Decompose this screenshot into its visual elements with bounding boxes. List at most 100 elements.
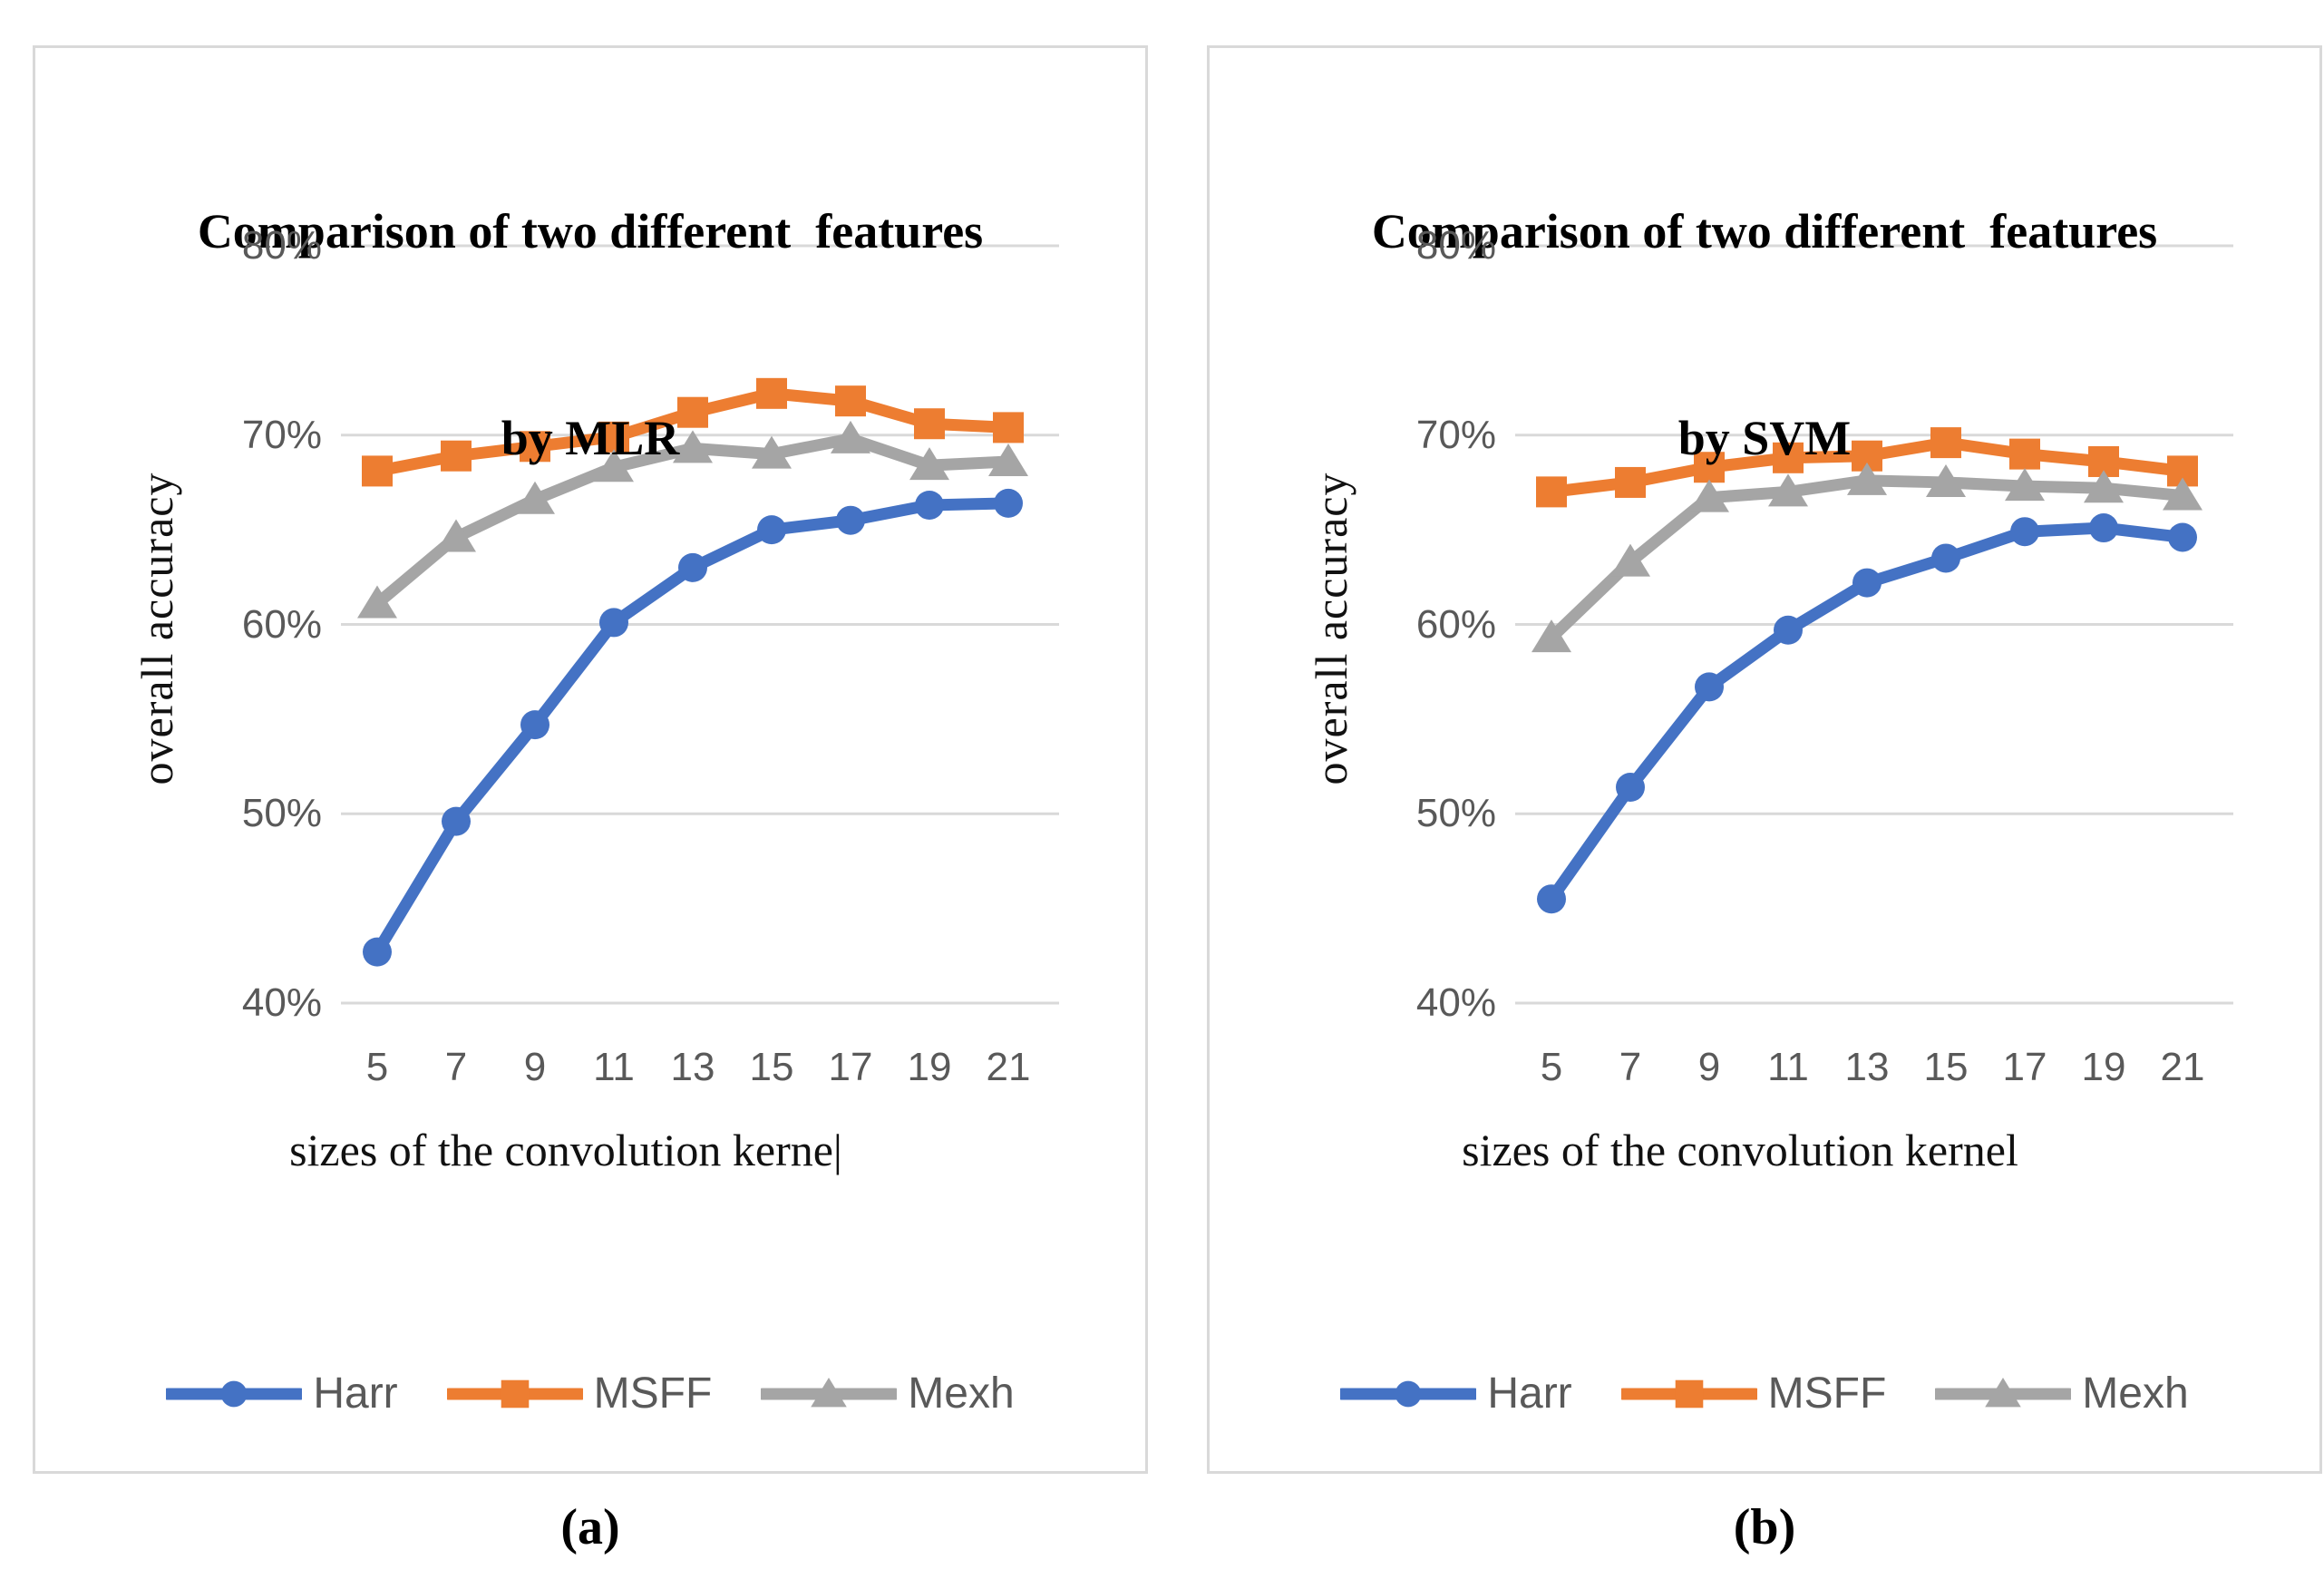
- legend-item-harr: Harr: [166, 1369, 398, 1418]
- chart-title-line1: Comparison of two different features: [1371, 204, 2158, 258]
- marker-triangle-mexh: [1926, 463, 1966, 497]
- marker-square-msff: [993, 412, 1024, 443]
- marker-circle-harr: [994, 488, 1023, 518]
- marker-square-msff: [835, 385, 866, 417]
- x-tick-label: 21: [986, 1045, 1031, 1089]
- marker-circle-harr: [678, 552, 707, 582]
- marker-square-msff: [1694, 452, 1725, 483]
- x-tick-label: 17: [828, 1045, 873, 1089]
- x-tick-label: 5: [1540, 1045, 1563, 1089]
- y-tick-label: 50%: [241, 791, 322, 836]
- marker-triangle-mexh: [752, 435, 792, 469]
- plot-area-mlr: [341, 244, 1059, 1005]
- marker-square-msff: [677, 396, 708, 428]
- marker-square-msff: [1773, 442, 1804, 473]
- marker-circle-harr: [1774, 615, 1803, 645]
- marker-triangle-mexh: [1689, 479, 1729, 512]
- x-tick-label: 13: [1844, 1045, 1890, 1089]
- y-tick-label: 50%: [1415, 791, 1496, 836]
- x-tick-label: 17: [2002, 1045, 2047, 1089]
- marker-square-msff: [1615, 466, 1646, 498]
- marker-square-msff: [362, 455, 393, 487]
- legend-circle-swatch: [1340, 1380, 1477, 1408]
- chart-title-line1: Comparison of two different features: [197, 204, 984, 258]
- y-tick-label: 60%: [1415, 601, 1496, 647]
- marker-circle-harr: [363, 937, 392, 967]
- marker-square-msff: [1536, 476, 1567, 508]
- marker-square-msff: [914, 408, 945, 440]
- legend-label: Harr: [313, 1369, 398, 1418]
- x-tick-label: 15: [1923, 1045, 1969, 1089]
- marker-circle-harr: [757, 515, 786, 545]
- x-axis-title: sizes of the convolution kerne|: [289, 1125, 842, 1175]
- x-tick-label: 5: [365, 1045, 389, 1089]
- y-tick-label: 40%: [1415, 980, 1496, 1025]
- marker-triangle-mexh: [673, 430, 713, 463]
- marker-square-msff: [1930, 427, 1961, 459]
- x-tick-label: 15: [749, 1045, 794, 1089]
- x-axis-title: sizes of the convolution kernel: [1462, 1125, 2018, 1175]
- x-tick-label: 9: [523, 1045, 547, 1089]
- marker-triangle-mexh: [1532, 619, 1571, 653]
- marker-triangle-mexh: [1768, 473, 1808, 507]
- marker-triangle-mexh: [988, 443, 1028, 476]
- x-tick-label: 7: [444, 1045, 468, 1089]
- legend-label: Harr: [1487, 1369, 1572, 1418]
- y-tick-label: 80%: [1415, 223, 1496, 268]
- marker-circle-harr: [2089, 513, 2118, 543]
- marker-triangle-mexh: [436, 519, 476, 552]
- legend-label: Mexh: [908, 1369, 1015, 1418]
- marker-triangle-mexh: [594, 449, 634, 482]
- chart-panel-mlr: Comparison of two different features by …: [33, 45, 1148, 1474]
- chart-title-mlr: Comparison of two different features by …: [35, 59, 1145, 610]
- x-tick-label: 19: [907, 1045, 952, 1089]
- marker-square-msff: [598, 421, 629, 453]
- marker-square-msff: [2009, 438, 2040, 470]
- marker-circle-harr: [2010, 517, 2039, 547]
- marker-circle-harr: [915, 490, 944, 520]
- legend-square-swatch: [1620, 1379, 1757, 1408]
- legend-square-swatch: [446, 1379, 583, 1408]
- legend: Harr MSFF Mexh: [1210, 1370, 2319, 1418]
- legend-item-harr: Harr: [1340, 1369, 1572, 1418]
- marker-circle-harr: [1616, 773, 1645, 803]
- x-tick-label: 21: [2160, 1045, 2205, 1089]
- y-tick-label: 60%: [241, 601, 322, 647]
- legend-item-mexh: Mexh: [1935, 1370, 2189, 1418]
- legend-marker-triangle: [811, 1378, 848, 1408]
- chart-title-line2: by SVM: [1677, 411, 1852, 465]
- marker-circle-harr: [520, 710, 549, 740]
- x-tick-label: 9: [1697, 1045, 1721, 1089]
- legend-item-msff: MSFF: [1620, 1370, 1886, 1418]
- marker-circle-harr: [1537, 884, 1566, 914]
- marker-square-msff: [520, 431, 550, 463]
- chart-panel-svm: Comparison of two different features by …: [1207, 45, 2322, 1474]
- marker-circle-harr: [1695, 672, 1724, 702]
- marker-triangle-mexh: [357, 585, 397, 619]
- legend-marker-square: [1675, 1379, 1703, 1408]
- marker-circle-harr: [1931, 543, 1960, 573]
- x-tick-label: 19: [2081, 1045, 2126, 1089]
- legend-circle-swatch: [166, 1380, 303, 1408]
- chart-title-line2: by MLR: [501, 411, 680, 465]
- legend-marker-triangle: [1985, 1378, 2022, 1408]
- legend: Harr MSFF Mexh: [35, 1370, 1145, 1418]
- marker-triangle-mexh: [831, 420, 870, 453]
- legend-marker-circle: [220, 1380, 248, 1408]
- marker-triangle-mexh: [1610, 543, 1650, 577]
- marker-triangle-mexh: [2163, 477, 2202, 511]
- y-tick-label: 70%: [241, 412, 322, 457]
- x-tick-label: 7: [1619, 1045, 1642, 1089]
- marker-triangle-mexh: [1847, 462, 1887, 495]
- y-tick-label: 70%: [1415, 412, 1496, 457]
- marker-circle-harr: [599, 608, 628, 638]
- marker-triangle-mexh: [2005, 468, 2045, 502]
- marker-circle-harr: [442, 806, 471, 836]
- marker-square-msff: [756, 377, 787, 409]
- y-tick-label: 80%: [241, 223, 322, 268]
- legend-triangle-swatch: [761, 1378, 898, 1408]
- legend-triangle-swatch: [1935, 1378, 2072, 1408]
- x-tick-label: 13: [670, 1045, 715, 1089]
- x-tick-label: 11: [593, 1045, 635, 1089]
